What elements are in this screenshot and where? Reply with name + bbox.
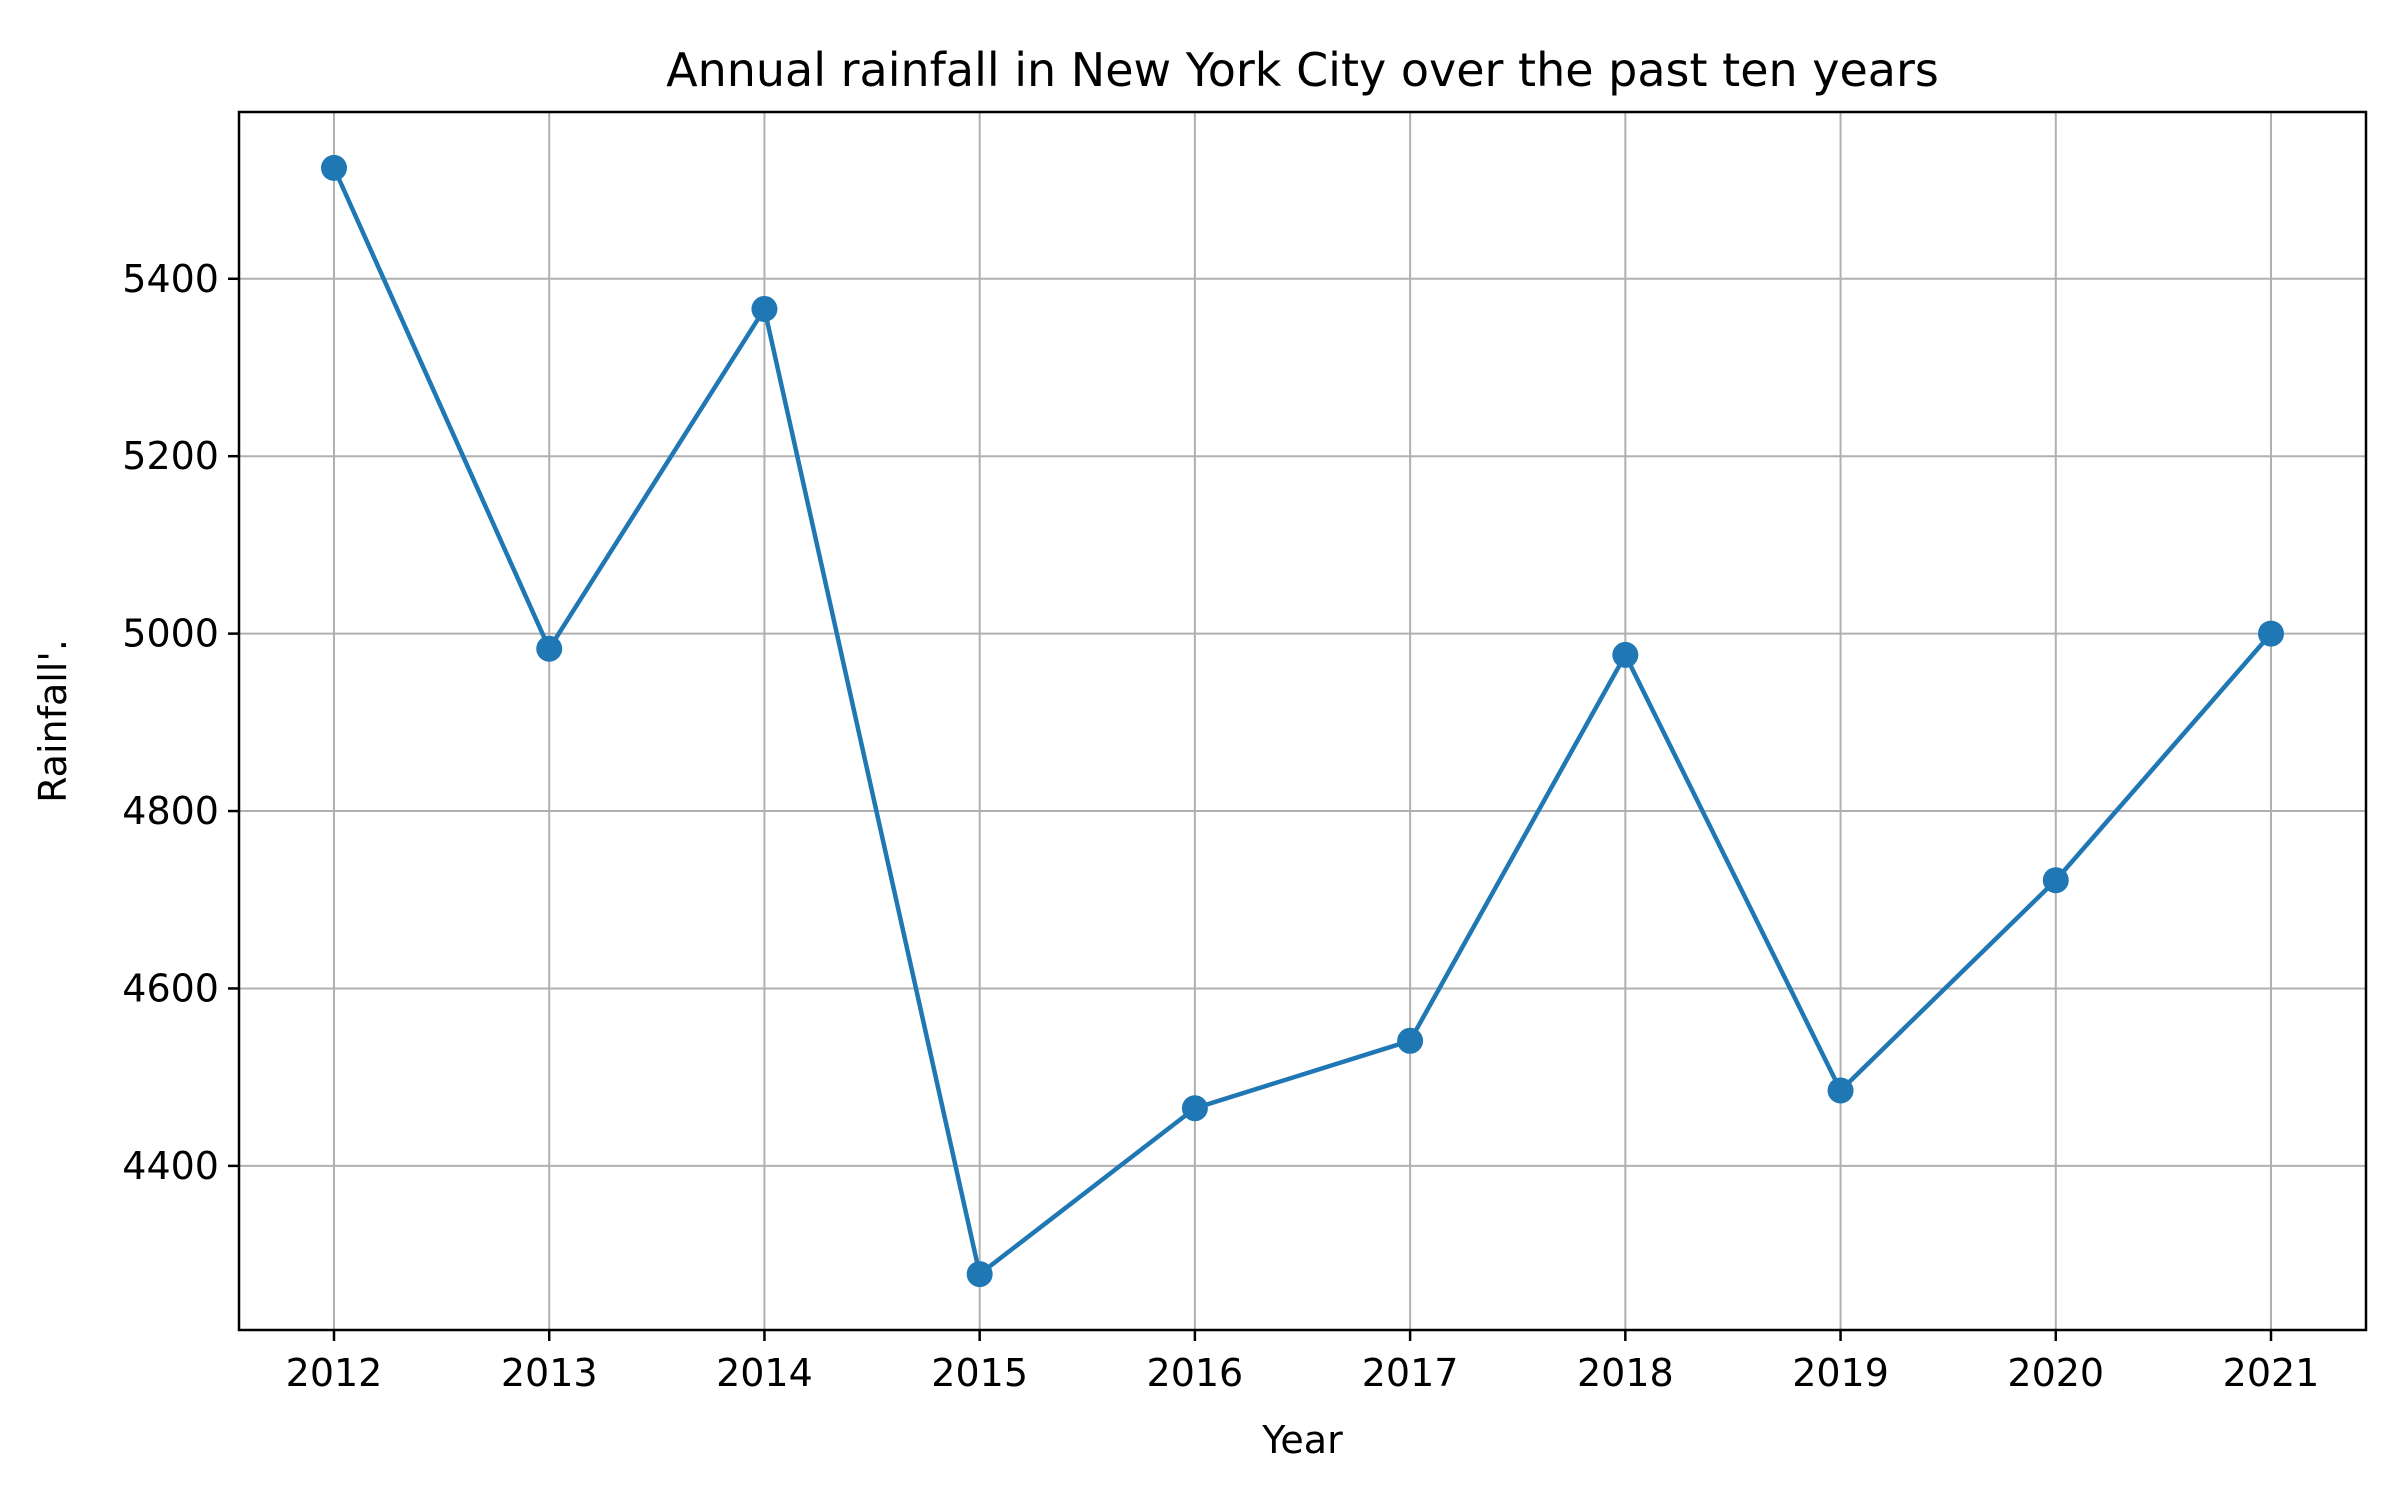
data-point-2014 bbox=[751, 295, 778, 322]
axes-frame bbox=[237, 110, 2368, 1332]
axis-ticks: 2012 2013 2014 2015 2016 2017 2018 2019 2020 2021… bbox=[122, 257, 2319, 1395]
x-tick-label: 2013 bbox=[501, 1351, 598, 1395]
chart-title: Annual rainfall in New York City over th… bbox=[666, 43, 1939, 97]
data-point-2017 bbox=[1397, 1027, 1424, 1054]
data-point-2018 bbox=[1612, 641, 1639, 668]
data-point-2012 bbox=[321, 154, 347, 181]
y-axis-label: Rainfall'. bbox=[31, 639, 75, 803]
series-layer bbox=[321, 154, 2284, 1288]
x-tick-label: 2021 bbox=[2223, 1351, 2320, 1395]
data-point-2016 bbox=[1181, 1095, 1208, 1122]
y-tick-label: 5400 bbox=[122, 257, 219, 301]
y-tick-label: 4800 bbox=[122, 789, 219, 833]
y-tick-label: 5000 bbox=[122, 612, 219, 656]
data-point-2021 bbox=[2258, 620, 2284, 647]
data-point-2019 bbox=[1827, 1077, 1854, 1104]
y-tick-label: 5200 bbox=[122, 434, 219, 478]
x-tick-label: 2020 bbox=[2007, 1351, 2104, 1395]
x-tick-label: 2017 bbox=[1362, 1351, 1459, 1395]
x-tick-label: 2015 bbox=[931, 1351, 1028, 1395]
data-point-2020 bbox=[2042, 867, 2069, 894]
data-point-2015 bbox=[966, 1261, 993, 1288]
y-tick-label: 4600 bbox=[122, 966, 219, 1010]
x-tick-label: 2018 bbox=[1577, 1351, 1674, 1395]
x-tick-label: 2016 bbox=[1147, 1351, 1244, 1395]
x-tick-label: 2014 bbox=[716, 1351, 813, 1395]
y-tick-label: 4400 bbox=[122, 1144, 219, 1188]
series-line bbox=[331, 165, 2274, 1277]
x-axis-label: Year bbox=[1261, 1418, 1343, 1462]
x-tick-label: 2019 bbox=[1792, 1351, 1889, 1395]
x-tick-label: 2012 bbox=[286, 1351, 383, 1395]
data-point-2013 bbox=[536, 635, 563, 662]
